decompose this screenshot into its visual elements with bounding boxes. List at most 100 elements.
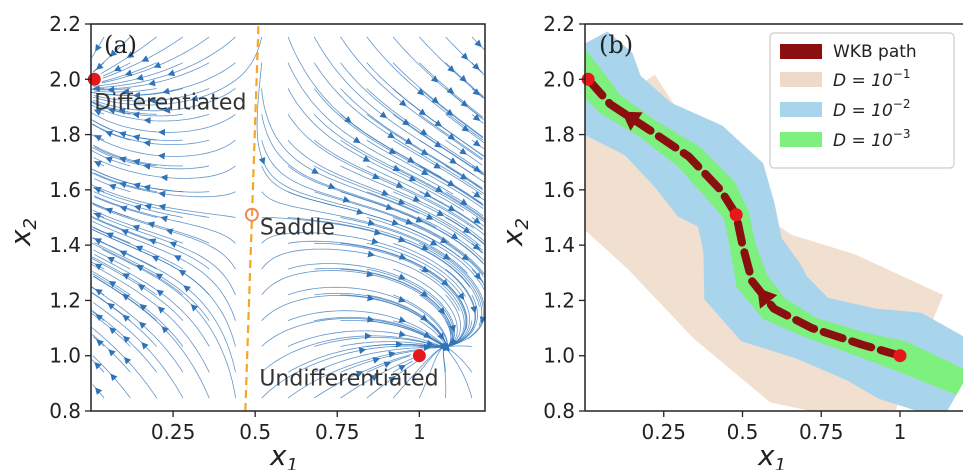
legend-label-d2: D = 10−2 <box>833 97 910 121</box>
path-endpoint <box>893 349 907 363</box>
streamline <box>445 139 467 155</box>
streamline <box>91 313 113 330</box>
streamline <box>94 253 160 293</box>
streamline <box>95 314 105 322</box>
streamline <box>92 229 182 273</box>
streamline <box>139 321 184 373</box>
streamline <box>141 342 184 399</box>
streamline <box>477 221 485 227</box>
streamline <box>94 135 105 142</box>
streamline <box>93 157 165 178</box>
streamline <box>93 83 152 90</box>
streamline <box>477 92 484 99</box>
streamline <box>91 101 136 115</box>
streamline <box>287 191 400 226</box>
streamline <box>413 179 485 223</box>
streamline <box>466 258 484 277</box>
streamline <box>102 248 194 307</box>
streamline <box>471 242 481 251</box>
streamline <box>91 359 97 365</box>
streamline <box>91 257 141 287</box>
streamline <box>157 139 236 160</box>
streamline <box>392 36 439 83</box>
streamline <box>402 360 413 367</box>
x-axis-label-b: x1 <box>757 439 786 470</box>
streamline <box>92 217 125 232</box>
streamline <box>366 113 429 156</box>
legend-swatch-wkb <box>780 44 822 59</box>
streamline <box>445 165 468 180</box>
streamline <box>122 335 158 373</box>
streamline <box>109 36 131 57</box>
legend-swatch-d2 <box>780 102 822 117</box>
streamline <box>108 280 131 296</box>
streamline <box>91 91 166 96</box>
streamline <box>314 292 429 322</box>
streamline <box>93 212 105 220</box>
streamline <box>102 59 145 79</box>
streamline <box>139 303 184 347</box>
streamline <box>169 241 236 296</box>
legend-label-wkb: WKB path <box>833 42 917 62</box>
x-tick-label: 1 <box>413 420 426 444</box>
streamline <box>340 294 445 341</box>
streamline <box>466 129 485 144</box>
streamline <box>96 62 105 70</box>
streamline <box>402 239 480 307</box>
streamline <box>93 212 98 215</box>
streamline <box>403 257 468 331</box>
streamline <box>392 242 477 314</box>
streamline <box>91 168 147 188</box>
streamline <box>314 267 429 298</box>
streamline <box>91 112 162 133</box>
streamline <box>141 36 184 62</box>
x-tick-label: 0.5 <box>727 420 759 444</box>
streamline <box>91 134 162 157</box>
streamline <box>110 373 131 399</box>
streamline <box>477 195 485 201</box>
streamline <box>93 191 138 208</box>
path-endpoint <box>729 208 743 222</box>
y-tick-label: 2.0 <box>543 67 575 91</box>
streamline <box>91 292 126 318</box>
streamline <box>435 101 484 138</box>
legend-label-d1: D = 10−1 <box>833 67 910 91</box>
y-axis-label-b: x2 <box>496 218 533 247</box>
streamline <box>419 165 455 187</box>
streamline <box>437 166 483 196</box>
streamline <box>314 370 364 399</box>
streamline <box>137 284 184 321</box>
streamline <box>371 254 460 311</box>
streamline <box>94 361 105 373</box>
streamline <box>143 163 210 171</box>
fixed-point-undifferentiated <box>412 349 426 363</box>
streamline <box>173 255 236 321</box>
streamline <box>92 202 151 225</box>
streamline <box>366 361 392 373</box>
y-ticks-b: 0.8 1.0 1.2 1.4 1.6 1.8 2.0 2.2 <box>543 12 585 423</box>
streamline <box>113 62 131 72</box>
streamline <box>95 36 105 52</box>
streamline <box>153 36 210 68</box>
streamline <box>392 217 448 244</box>
streamline <box>406 123 485 176</box>
streamline <box>287 286 406 303</box>
x-axis-label-a: x1 <box>269 439 298 470</box>
streamline <box>148 62 210 87</box>
streamline <box>287 240 407 260</box>
streamline <box>340 268 446 315</box>
streamline <box>132 111 183 119</box>
streamline <box>92 311 99 317</box>
streamline <box>91 292 111 306</box>
streamline <box>93 336 100 342</box>
streamline <box>93 90 126 93</box>
streamline <box>94 196 124 209</box>
streamline <box>315 171 420 214</box>
streamline <box>392 88 443 127</box>
streamline <box>91 215 153 241</box>
streamline <box>366 268 456 333</box>
streamline <box>91 123 109 134</box>
streamline <box>92 256 126 276</box>
streamline <box>471 190 481 198</box>
y-ticks-a: 0.8 1.0 1.2 1.4 1.6 1.8 2.0 2.2 <box>49 12 91 423</box>
